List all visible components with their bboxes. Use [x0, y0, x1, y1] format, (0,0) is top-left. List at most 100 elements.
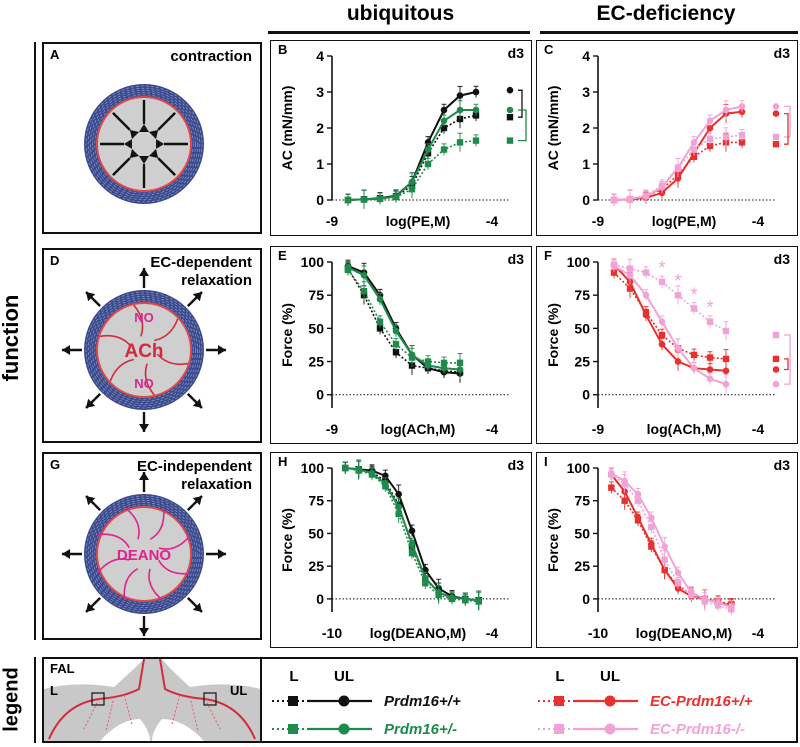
vessel-lumen: [98, 508, 190, 600]
vessel-diagram-contraction: [84, 84, 204, 204]
label-no-bottom: NO: [134, 376, 154, 391]
arrow-head: [129, 129, 140, 140]
smooth-muscle-layer: [90, 90, 198, 198]
data-point: [722, 380, 730, 388]
smooth-muscle-layer: [92, 92, 196, 196]
data-point: [408, 527, 416, 535]
y-tick-label: 50: [574, 525, 590, 541]
y-tick-label: 100: [567, 460, 591, 476]
y-tick-label: 75: [308, 287, 324, 303]
data-point: [642, 311, 650, 319]
data-point: [392, 349, 400, 356]
endpoint-marker: [772, 141, 780, 148]
data-point: [690, 146, 698, 153]
series-ec-prdm16-ul: [610, 259, 780, 394]
smooth-muscle-layer: [92, 502, 196, 606]
vessel-lumen: [98, 304, 190, 396]
data-point: [368, 469, 376, 477]
y-tick-label: 0: [582, 387, 590, 403]
y-tick-label: 4: [582, 48, 590, 64]
data-point: [360, 288, 368, 295]
row-label-function: function: [0, 294, 23, 382]
deano-signal: [97, 558, 130, 574]
series-line: [613, 263, 727, 332]
data-point: [626, 195, 634, 203]
panel-frame: [270, 452, 532, 648]
data-point: [392, 193, 400, 200]
y-axis-label: AC (mN/mm): [545, 86, 561, 171]
smooth-muscle-layer: [85, 291, 203, 409]
column-header-ec-deficiency: EC-deficiency: [596, 2, 736, 25]
artery-branches: [83, 694, 221, 732]
series-prdm16-ul: [344, 100, 514, 209]
y-tick-label: 25: [574, 354, 590, 370]
data-point: [674, 344, 682, 352]
legend-marker-l: [288, 724, 298, 734]
legend-marker-l: [288, 696, 298, 706]
data-point: [722, 367, 730, 375]
smooth-muscle-layer: [87, 87, 201, 201]
smooth-muscle-layer: [94, 300, 194, 400]
arrow-head: [192, 602, 202, 612]
data-point: [621, 477, 628, 485]
x-axis-label: log(DEANO,M): [370, 625, 466, 641]
schematic-title-ec-independent: EC-independent relaxation: [137, 458, 252, 493]
y-tick-label: 100: [301, 254, 325, 270]
smooth-muscle-layer: [94, 504, 194, 604]
arrow-head: [124, 139, 132, 149]
data-point: [690, 139, 698, 146]
arrow-head: [192, 496, 202, 506]
data-point: [475, 596, 482, 604]
smooth-muscle-layer: [87, 293, 201, 407]
data-point: [344, 264, 352, 271]
schematic-ec-dependent-relaxation: D EC-dependent relaxation NO ACh NO: [42, 248, 262, 443]
legend-entry-label: EC-Prdm16-/-: [650, 721, 745, 738]
data-point: [642, 291, 650, 299]
panel-letter: H: [278, 454, 287, 469]
data-point: [382, 480, 389, 488]
ach-signal: [109, 358, 134, 382]
data-point: [342, 464, 349, 472]
x-tick-label-min: -9: [592, 421, 605, 437]
deano-signal: [97, 533, 130, 549]
data-point: [472, 88, 480, 96]
legend-marker-ul: [604, 695, 616, 707]
arrow-head: [156, 139, 164, 149]
series-ec-prdm16-ul: [610, 100, 780, 209]
data-point: [658, 331, 666, 339]
panel-letter: B: [278, 42, 287, 57]
series-line: [613, 272, 727, 360]
data-point: [688, 589, 695, 596]
schematic-title-ec-dependent: EC-dependent relaxation: [150, 254, 252, 289]
arrow-head: [139, 156, 149, 164]
data-point: [648, 514, 655, 522]
x-axis-label: log(PE,M): [652, 213, 717, 229]
y-tick-label: 2: [316, 120, 324, 136]
series-line: [347, 268, 461, 373]
x-tick-label-max: -4: [752, 421, 765, 437]
data-point: [674, 358, 682, 365]
panel-letter: E: [278, 248, 287, 263]
x-tick-label-min: -9: [326, 421, 339, 437]
legend-entry-label: Prdm16+/-: [384, 721, 457, 738]
legend-marker-ul: [338, 723, 350, 735]
y-axis-label: AC (mN/mm): [279, 86, 295, 171]
significance-asterisk: *: [706, 298, 713, 318]
panel-letter-g: G: [50, 457, 61, 472]
smooth-muscle-layer: [85, 495, 203, 613]
deano-signal: [148, 568, 164, 601]
data-point: [661, 556, 668, 563]
endpoint-marker: [772, 133, 780, 141]
schematic-contraction: A contraction: [42, 42, 262, 234]
data-point: [360, 271, 368, 279]
y-tick-label: 4: [316, 48, 324, 64]
y-tick-label: 3: [582, 84, 590, 100]
data-point: [722, 355, 730, 363]
data-point: [706, 142, 714, 150]
data-point: [462, 595, 469, 603]
data-point: [648, 540, 655, 548]
data-point: [424, 362, 432, 369]
endpoint-marker: [772, 366, 780, 373]
